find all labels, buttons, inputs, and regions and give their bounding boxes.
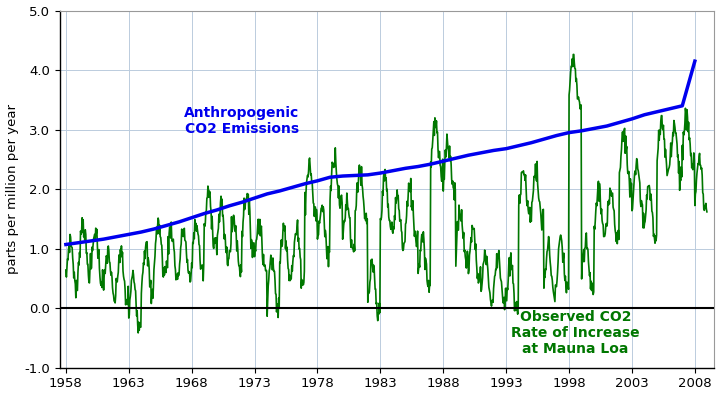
Text: Anthropogenic
CO2 Emissions: Anthropogenic CO2 Emissions — [184, 106, 300, 136]
Y-axis label: parts per million per year: parts per million per year — [6, 104, 19, 274]
Text: Observed CO2
Rate of Increase
at Mauna Loa: Observed CO2 Rate of Increase at Mauna L… — [511, 310, 639, 356]
